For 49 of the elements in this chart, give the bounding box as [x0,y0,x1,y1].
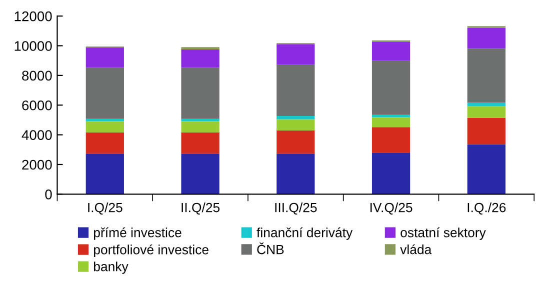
x-tick-label: IV.Q/25 [370,202,412,215]
legend-label: ČNB [257,242,284,254]
bar [181,154,220,194]
bar [86,121,124,132]
bar [467,144,506,194]
x-tick-label: I.Q./26 [468,202,506,215]
legend-label: vláda [400,244,432,254]
bar [276,130,315,154]
bar [372,127,410,153]
bar [372,42,410,61]
bar [181,49,220,68]
bar [372,117,410,128]
bar [276,119,315,130]
legend-label: finanční deriváty [256,227,353,240]
bar [372,152,410,194]
y-tick-label: 6000 [22,100,52,110]
bar [86,47,124,68]
bar [372,60,410,115]
bar [467,102,506,106]
bar [181,118,220,122]
x-tick-label: II.Q/25 [182,202,220,215]
bar [467,28,506,48]
bar [86,132,124,154]
y-tick-label: 4000 [22,130,52,140]
y-tick-label: 0 [45,190,52,200]
bar [181,132,220,154]
legend-label: přímé investice [94,227,182,240]
bar [276,154,315,194]
legend-label: ostatní sektory [400,227,486,240]
x-tick-label: III.Q/25 [275,202,317,215]
bar [181,68,220,119]
bar [467,118,506,144]
bar [86,118,124,122]
x-tick-label: I.Q/25 [88,202,122,215]
bar [467,106,506,118]
bar [276,64,315,116]
y-tick-label: 2000 [22,160,52,170]
legend-label: banky [94,262,128,274]
y-tick-label: 8000 [22,70,52,81]
bar [86,154,124,194]
bar [276,44,315,65]
y-tick-label: 10000 [14,41,52,51]
y-tick-label: 12000 [14,11,52,22]
legend-label: portfoliové investice [94,244,208,257]
bar [372,114,410,118]
bar [181,121,220,132]
bar [86,68,124,119]
bar [467,48,506,103]
bar [276,116,315,120]
